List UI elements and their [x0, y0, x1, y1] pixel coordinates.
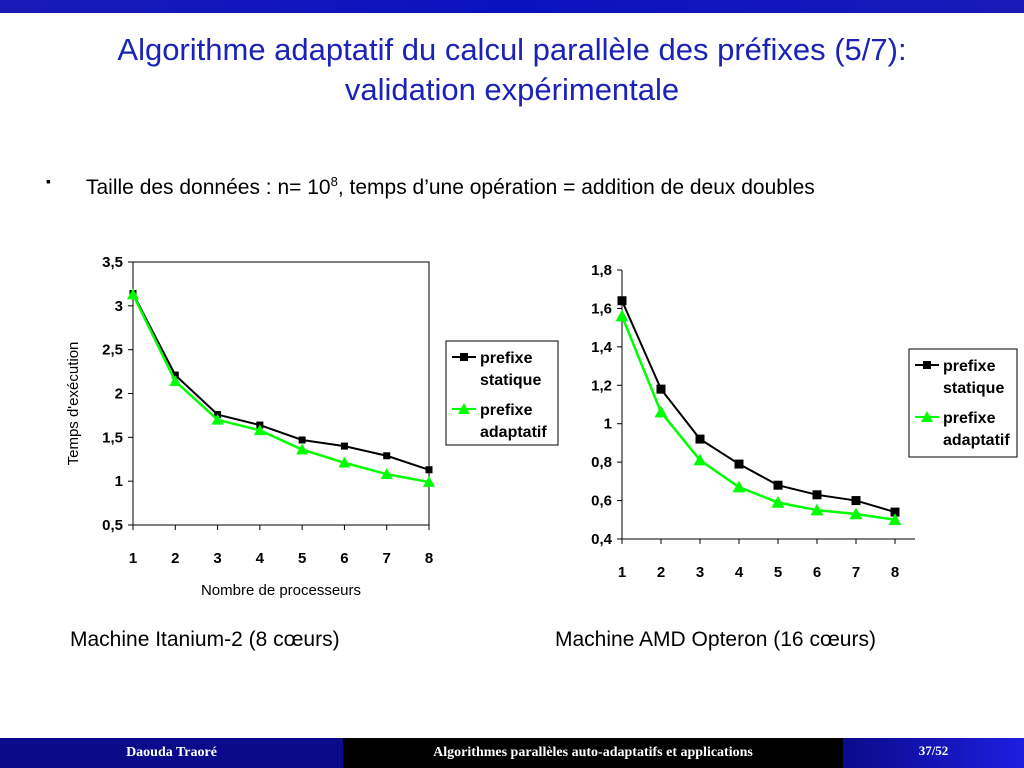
bullet-text-part2: , temps d’une opération = addition de de…	[337, 176, 815, 199]
left-y-tick-label: 2,5	[102, 342, 123, 359]
slide-title: Algorithme adaptatif du calcul parallèle…	[40, 30, 984, 110]
left-x-tick-label: 4	[256, 550, 265, 567]
left-series-line-0	[132, 293, 430, 471]
left-y-tick-label: 2	[115, 386, 123, 403]
left-point-adaptatif	[211, 413, 224, 425]
left-plot-frame	[132, 261, 430, 526]
left-point-adaptatif	[253, 424, 266, 436]
right-series-line-1	[620, 315, 896, 522]
left-y-tick-label: 1,5	[102, 429, 123, 446]
caption-left: Machine Itanium-2 (8 cœurs)	[70, 628, 340, 651]
right-y-tick-label: 0,6	[591, 493, 612, 510]
slide-title-line2: validation expérimentale	[344, 72, 680, 107]
left-point-adaptatif	[169, 375, 182, 387]
top-accent-bar	[0, 0, 1024, 13]
right-legend-label: prefixe	[943, 358, 996, 375]
right-y-tick-label: 0,8	[591, 454, 612, 471]
right-x-tick-label: 4	[735, 564, 744, 581]
left-x-tick-label: 2	[171, 550, 179, 567]
left-point-statique	[171, 371, 179, 379]
bullet-square-icon: ▪	[46, 173, 51, 189]
left-x-axis-title: Nombre de processeurs	[201, 582, 361, 599]
left-point-statique	[425, 466, 433, 474]
slide-title-line1: Algorithme adaptatif du calcul parallèle…	[117, 32, 907, 67]
bullet-text: Taille des données : n= 108, temps d’une…	[86, 166, 926, 203]
left-point-statique	[383, 452, 391, 460]
right-legend-marker-triangle	[921, 411, 933, 422]
left-x-tick-label: 6	[340, 550, 348, 567]
left-legend-marker-triangle	[458, 403, 470, 414]
bullet-exponent: 8	[330, 174, 338, 189]
right-y-tick-label: 1,6	[591, 300, 612, 317]
left-point-adaptatif	[127, 288, 139, 300]
left-point-adaptatif	[423, 476, 435, 487]
right-x-tick-label: 1	[618, 564, 626, 581]
right-x-tick-label: 7	[852, 564, 860, 581]
right-point-adaptatif	[810, 503, 824, 516]
left-y-tick-label: 3,5	[102, 254, 123, 271]
right-x-tick-label: 2	[657, 564, 665, 581]
right-x-tick-label: 6	[813, 564, 821, 581]
right-point-statique	[890, 507, 900, 517]
right-point-statique	[695, 434, 705, 444]
left-x-tick-label: 1	[129, 550, 137, 567]
left-legend-label: prefixe	[480, 350, 533, 367]
right-legend-marker-square	[923, 361, 931, 369]
right-point-adaptatif	[732, 480, 746, 493]
right-point-adaptatif	[888, 513, 902, 525]
right-y-tick-label: 1,4	[591, 339, 613, 356]
left-x-tick-label: 3	[213, 550, 221, 567]
right-legend-label: statique	[943, 380, 1004, 397]
left-point-statique	[340, 442, 348, 450]
left-point-adaptatif	[338, 456, 351, 468]
right-legend-label: prefixe	[943, 410, 996, 427]
left-y-tick-label: 1	[115, 473, 123, 490]
right-point-statique	[773, 480, 783, 490]
right-series-line-0	[621, 300, 896, 514]
right-y-tick-label: 1,2	[591, 377, 612, 394]
left-legend-label: adaptatif	[480, 424, 547, 441]
right-point-statique	[734, 459, 744, 469]
right-x-tick-label: 3	[696, 564, 704, 581]
footer-page-number: 37/52	[843, 738, 1024, 768]
right-point-adaptatif	[693, 453, 707, 466]
right-legend-label: adaptatif	[943, 432, 1010, 449]
right-point-statique	[851, 496, 861, 506]
right-point-statique	[656, 384, 666, 394]
left-y-tick-label: 3	[115, 298, 123, 315]
right-point-adaptatif	[654, 405, 668, 418]
footer-author: Daouda Traoré	[0, 738, 343, 768]
right-y-tick-label: 1	[604, 416, 612, 433]
left-x-tick-label: 8	[425, 550, 433, 567]
left-point-adaptatif	[296, 443, 309, 455]
left-legend-marker-square	[460, 353, 468, 361]
left-series-line-1	[131, 293, 430, 484]
right-y-tick-label: 0,4	[591, 531, 613, 548]
left-x-tick-label: 5	[298, 550, 306, 567]
footer-bar: Daouda Traoré Algorithmes parallèles aut…	[0, 738, 1024, 768]
left-legend-label: prefixe	[480, 402, 533, 419]
right-x-tick-label: 5	[774, 564, 782, 581]
left-x-tick-label: 7	[383, 550, 391, 567]
right-x-tick-label: 8	[891, 564, 899, 581]
right-y-tick-label: 1,8	[591, 262, 612, 279]
left-legend-label: statique	[480, 372, 541, 389]
left-point-adaptatif	[380, 468, 393, 479]
left-point-statique	[298, 436, 306, 444]
left-y-tick-label: 0,5	[102, 517, 123, 534]
right-point-adaptatif	[849, 507, 863, 520]
right-point-adaptatif	[615, 309, 629, 322]
right-point-statique	[812, 490, 822, 500]
footer-course: Algorithmes parallèles auto-adaptatifs e…	[343, 738, 843, 768]
right-point-statique	[617, 296, 627, 306]
caption-right: Machine AMD Opteron (16 cœurs)	[555, 628, 876, 651]
left-y-axis-title: Temps d'exécution	[65, 342, 82, 466]
right-point-adaptatif	[771, 495, 785, 508]
bullet-text-part1: Taille des données : n= 10	[86, 176, 331, 199]
